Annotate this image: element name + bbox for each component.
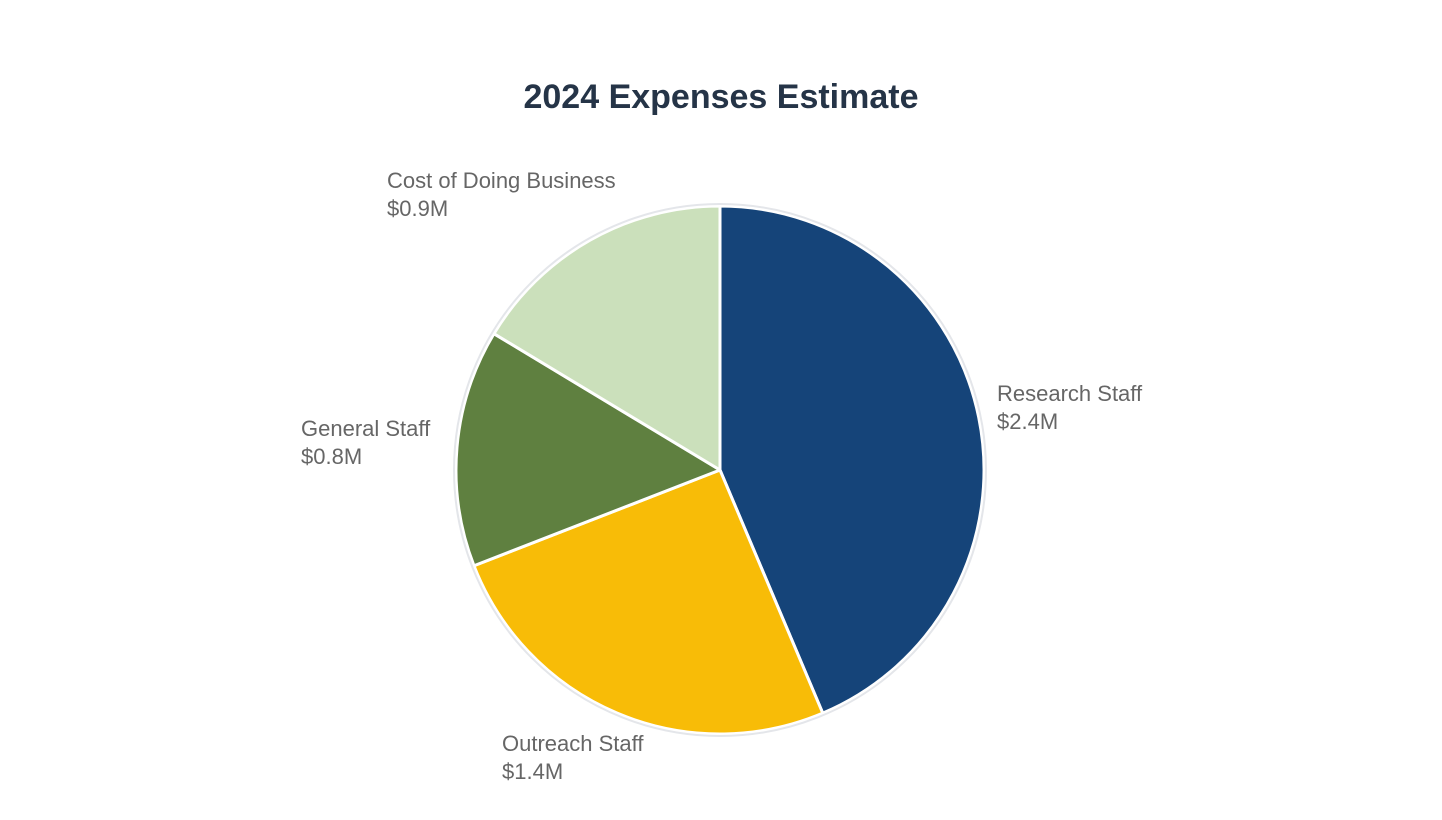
slice-label-research-staff: Research Staff $2.4M [997, 380, 1142, 436]
pie-slice-outreach-staff [472, 468, 825, 736]
slice-name: Cost of Doing Business [387, 168, 616, 193]
slice-label-cost-of-doing-business: Cost of Doing Business $0.9M [387, 167, 616, 223]
pie-rim [453, 203, 987, 737]
slice-value: $0.8M [301, 444, 363, 469]
slice-value: $1.4M [502, 759, 564, 784]
slice-value: $0.9M [387, 196, 449, 221]
pie-slice-cost-of-doing-business [492, 204, 722, 472]
pie-slice-research-staff [718, 204, 986, 715]
slice-label-outreach-staff: Outreach Staff $1.4M [502, 730, 643, 786]
slice-name: Research Staff [997, 381, 1143, 406]
slice-value: $2.4M [997, 409, 1059, 434]
slice-name: General Staff [301, 416, 431, 441]
pie-slices [453, 203, 987, 737]
slice-name: Outreach Staff [502, 731, 644, 756]
slice-label-general-staff: General Staff $0.8M [301, 415, 430, 471]
pie-slice-general-staff [454, 332, 722, 568]
chart-title: 2024 Expenses Estimate [523, 78, 919, 116]
